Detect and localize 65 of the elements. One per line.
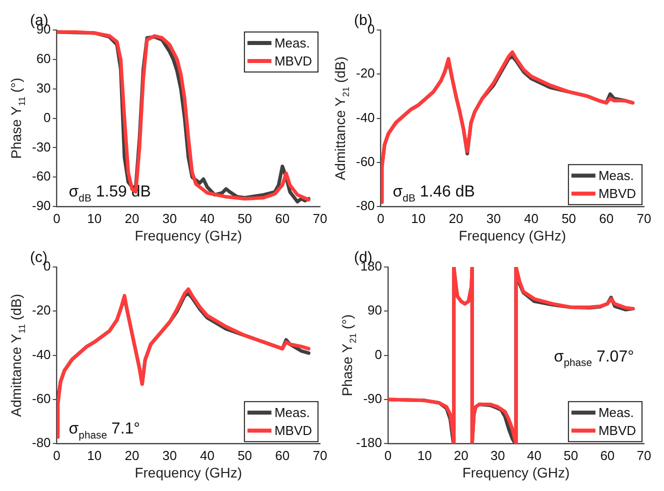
y-tick-label: -180 [356,435,382,450]
y-tick-label: -60 [32,391,51,406]
x-tick-label: 30 [162,448,177,463]
y-tick-label: -80 [356,198,375,214]
legend-label: Meas. [274,405,310,420]
y-tick-label: -40 [356,110,375,125]
x-tick-label: 60 [600,448,615,463]
x-tick-label: 70 [312,210,328,226]
y-tick-label: -80 [32,435,51,450]
y-tick-label: -40 [32,346,51,362]
x-tick-label: 10 [87,210,102,226]
x-axis-title: Frequency (GHz) [134,227,242,244]
legend-label: MBVD [274,423,312,438]
y-axis-title: Phase Y21 (°) [339,314,358,396]
y-tick-label: -20 [356,66,375,81]
y-tick-label: -30 [32,139,51,154]
y-tick-label: -60 [32,168,51,184]
x-tick-label: 40 [200,448,214,463]
legend-label: MBVD [274,54,312,69]
legend-label: MBVD [598,186,636,202]
x-tick-label: 0 [384,448,392,463]
legend-label: Meas. [598,168,634,184]
y-tick-label: -20 [32,302,51,318]
x-tick-label: 20 [124,210,140,226]
x-tick-label: 60 [275,448,290,463]
x-tick-label: 60 [275,210,290,226]
x-tick-label: 50 [238,448,252,463]
x-tick-label: 50 [562,210,576,226]
y-tick-label: 30 [36,80,51,96]
y-tick-label: 0 [374,346,382,362]
y-tick-label: -90 [363,391,382,406]
x-tick-label: 40 [524,210,538,226]
legend-label: Meas. [274,36,310,51]
x-tick-label: 50 [238,210,252,226]
x-tick-label: 60 [599,210,614,226]
x-axis-title: Frequency (GHz) [458,227,566,244]
x-tick-label: 40 [200,210,214,226]
y-tick-label: 90 [368,302,382,318]
y-tick-label: -60 [356,154,375,170]
x-tick-label: 40 [527,448,542,463]
x-tick-label: 30 [490,448,505,463]
x-tick-label: 20 [448,210,464,226]
y-tick-label: 60 [36,51,51,66]
x-axis-title: Frequency (GHz) [134,464,242,480]
y-axis-title: Admittance Y21 (dB) [332,56,351,180]
x-tick-label: 30 [486,210,501,226]
x-tick-label: 20 [454,448,468,463]
x-tick-label: 0 [53,210,60,226]
legend-label: MBVD [598,423,636,438]
x-tick-label: 0 [53,448,60,463]
x-axis-title: Frequency (GHz) [462,464,570,480]
legend-label: Meas. [598,405,634,420]
y-axis-title: Admittance Y11 (dB) [8,294,27,417]
y-tick-label: -90 [32,198,51,214]
x-tick-label: 70 [636,448,652,463]
x-tick-label: 70 [636,210,652,226]
x-tick-label: 30 [162,210,177,226]
y-tick-label: 0 [44,110,51,125]
x-tick-label: 10 [87,448,102,463]
x-tick-label: 70 [312,448,328,463]
x-tick-label: 10 [417,448,432,463]
x-tick-label: 20 [124,448,140,463]
x-tick-label: 10 [411,210,426,226]
x-tick-label: 50 [564,448,578,463]
y-axis-title: Phase Y11 (°) [8,78,27,159]
